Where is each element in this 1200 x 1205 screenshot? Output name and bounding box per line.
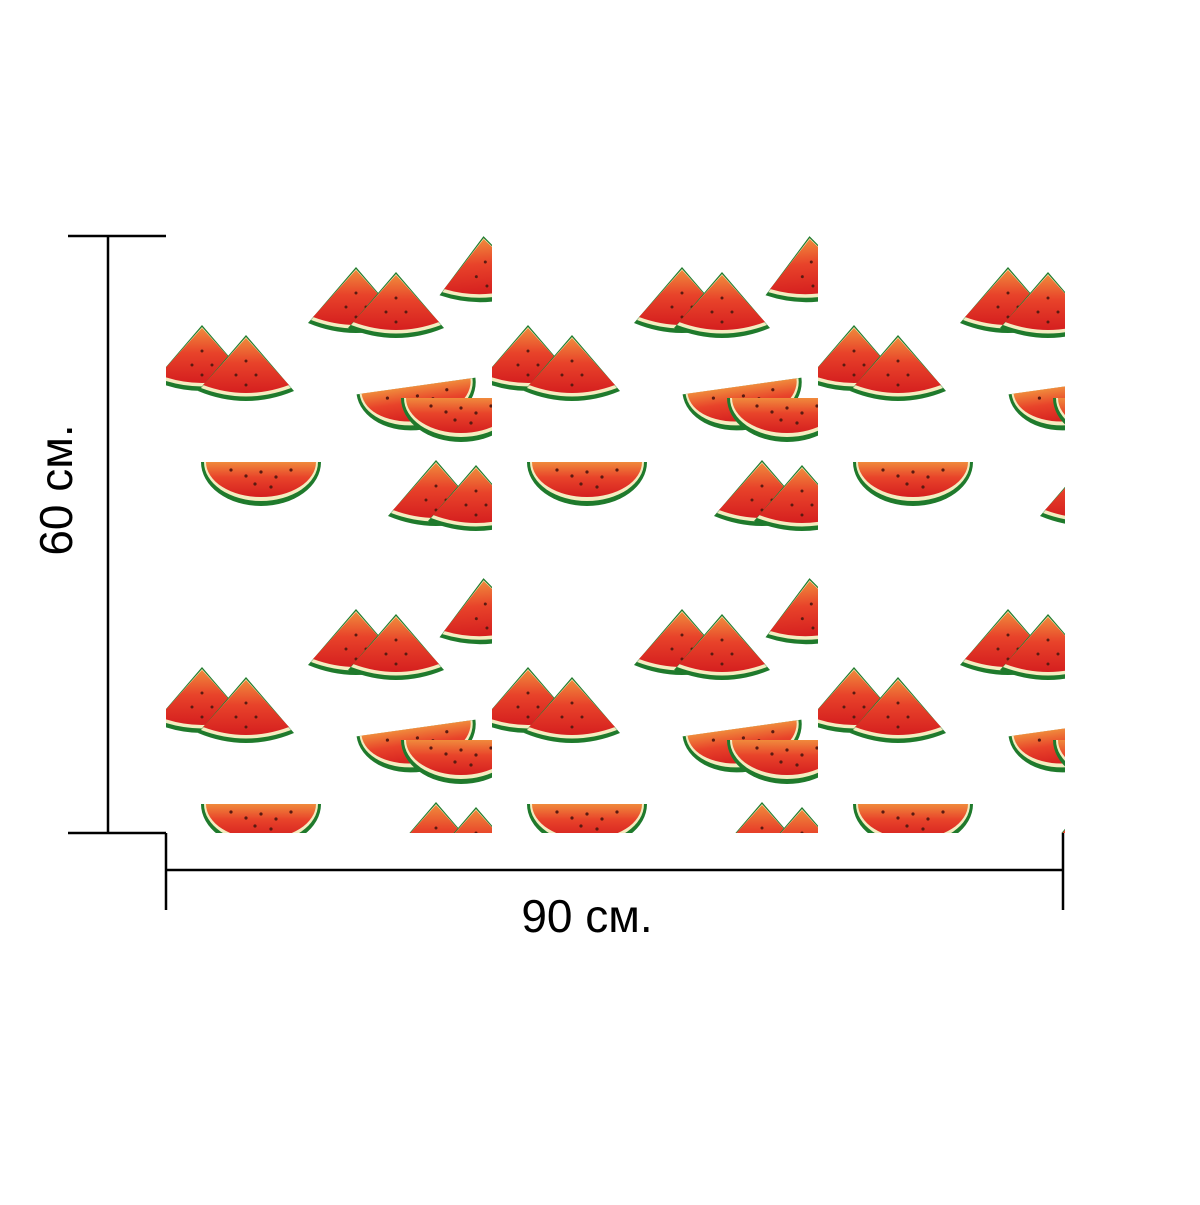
- width-dimension: 90 см.: [164, 833, 1065, 942]
- watermelon-pattern: [166, 236, 1065, 833]
- width-label: 90 см.: [521, 890, 652, 942]
- height-label: 60 см.: [30, 424, 82, 555]
- height-dimension: 60 см.: [30, 234, 166, 835]
